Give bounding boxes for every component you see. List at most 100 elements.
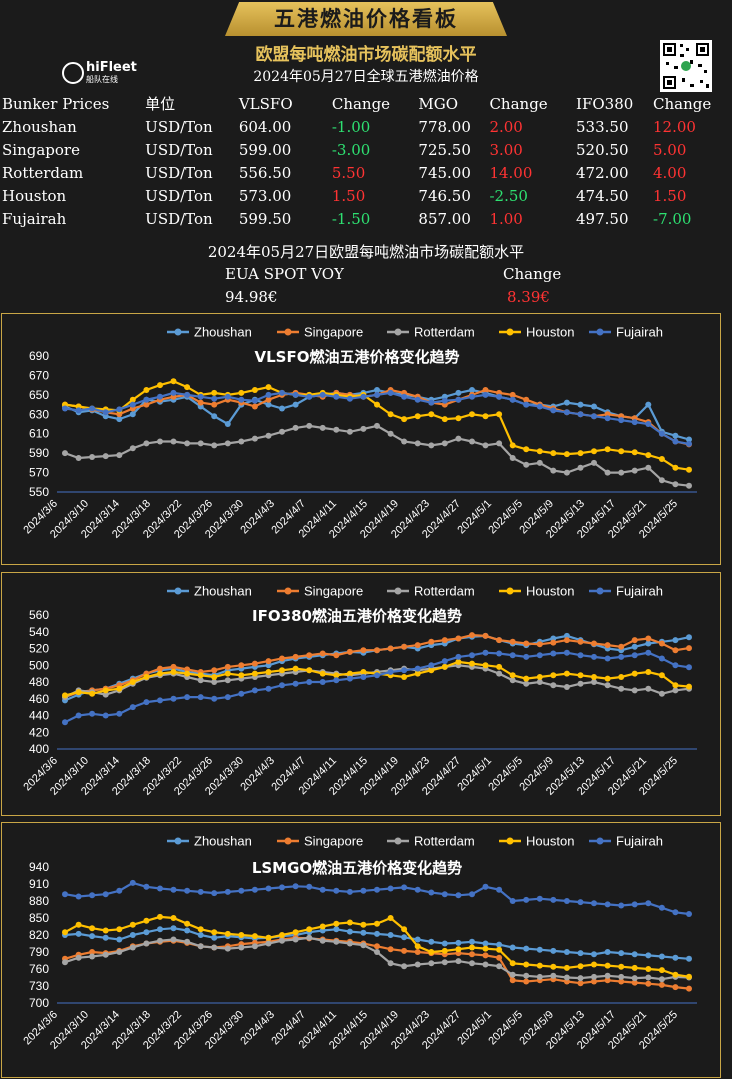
data-point [374, 401, 380, 408]
ifo380-change: 12.00 [653, 117, 696, 136]
data-point [604, 901, 611, 908]
legend-label: Zhoushan [194, 584, 252, 599]
data-point [306, 393, 313, 400]
data-point [346, 670, 353, 677]
y-tick-label: 500 [29, 658, 49, 672]
data-point [143, 401, 150, 408]
legend-label: Zhoushan [194, 834, 252, 849]
data-point [523, 961, 530, 968]
unit: USD/Ton [145, 140, 213, 159]
legend-marker [394, 328, 402, 336]
data-point [577, 464, 584, 471]
qr-code [660, 40, 712, 92]
unit: USD/Ton [145, 163, 213, 182]
data-point [482, 442, 489, 449]
legend-label: Houston [526, 325, 574, 340]
data-point [197, 393, 204, 400]
data-point [631, 449, 638, 456]
data-point [428, 938, 435, 945]
mgo-price: 857.00 [418, 209, 471, 228]
data-point [658, 967, 665, 974]
data-point [360, 942, 367, 949]
data-point [686, 985, 692, 992]
data-point [591, 900, 597, 907]
data-point [279, 667, 285, 674]
mgo-change: 1.00 [489, 209, 523, 228]
data-point [238, 396, 245, 403]
mgo-price: 778.00 [418, 117, 471, 136]
data-point [116, 926, 123, 933]
data-point [387, 932, 394, 938]
data-point [292, 401, 299, 408]
data-point [102, 409, 109, 416]
data-point [102, 927, 109, 934]
ifo380-change: 5.00 [653, 140, 687, 159]
vlsfo-change: 1.50 [331, 186, 366, 205]
data-point [387, 946, 394, 953]
data-point [591, 961, 597, 968]
data-point [591, 448, 597, 455]
ifo380-price: 472.00 [576, 163, 629, 182]
data-point [509, 442, 516, 449]
data-point [591, 951, 597, 958]
data-point [129, 932, 136, 938]
data-point [116, 416, 123, 423]
ifo380-change: 4.00 [653, 163, 687, 182]
data-point [618, 902, 625, 909]
data-point [170, 438, 177, 445]
data-point [360, 393, 367, 400]
data-point [319, 886, 326, 893]
data-point [509, 898, 516, 904]
data-point [428, 411, 435, 418]
data-point [550, 407, 557, 414]
data-point [211, 389, 218, 396]
data-point [523, 461, 530, 468]
legend-marker [596, 587, 604, 595]
data-point [523, 396, 530, 403]
data-point [116, 949, 123, 955]
data-point [428, 667, 435, 674]
data-point [157, 665, 163, 672]
data-point [618, 469, 625, 476]
data-point [441, 940, 448, 947]
data-point [469, 393, 475, 400]
data-point [414, 936, 421, 943]
data-point [143, 929, 150, 936]
data-point [672, 909, 679, 916]
data-point [469, 660, 475, 667]
mgo-price: 745.00 [418, 163, 471, 182]
data-point [75, 407, 82, 414]
vlsfo-change: 5.50 [331, 163, 366, 182]
data-point [360, 887, 367, 894]
legend-marker [174, 328, 182, 336]
data-point [102, 934, 109, 941]
data-point [496, 963, 503, 970]
data-point [455, 658, 462, 665]
data-point [577, 638, 584, 645]
data-point [143, 396, 150, 403]
series-line [64, 424, 690, 487]
mgo-change: -2.50 [489, 186, 528, 205]
chart-title: VLSFO燃油五港价格变化趋势 [255, 348, 460, 366]
data-point [238, 932, 245, 938]
data-point [374, 949, 380, 955]
y-tick-label: 880 [29, 894, 49, 908]
data-point [441, 947, 448, 954]
data-point [401, 884, 408, 891]
data-point [319, 650, 326, 657]
data-point [224, 670, 231, 677]
data-point [170, 669, 177, 675]
y-tick-label: 690 [29, 349, 49, 363]
data-point [319, 923, 326, 930]
data-point [469, 960, 475, 967]
ifo380-change: -7.00 [653, 209, 692, 228]
data-point [251, 435, 258, 442]
data-point [184, 927, 191, 934]
data-point [658, 655, 665, 662]
data-point [184, 920, 191, 927]
data-point [645, 421, 652, 427]
data-point [292, 680, 299, 687]
data-point [170, 915, 177, 921]
y-tick-label: 650 [29, 388, 49, 402]
data-point [482, 413, 489, 420]
